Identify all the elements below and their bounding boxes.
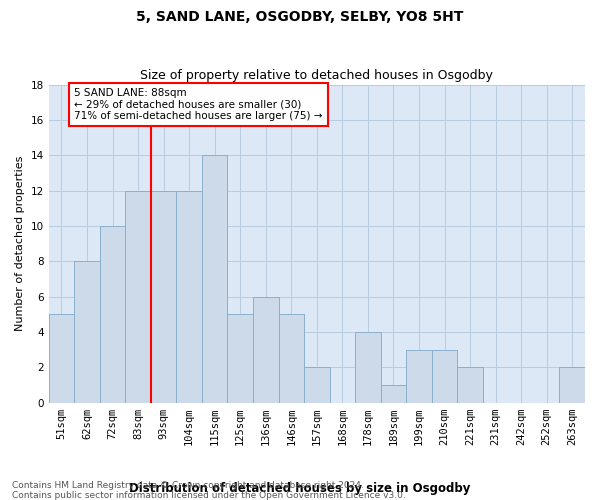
Bar [432, 350, 457, 403]
Bar [355, 332, 380, 402]
Bar [304, 368, 329, 402]
Title: Size of property relative to detached houses in Osgodby: Size of property relative to detached ho… [140, 69, 493, 82]
Bar [49, 314, 74, 402]
Y-axis label: Number of detached properties: Number of detached properties [15, 156, 25, 332]
Bar [227, 314, 253, 402]
Bar [278, 314, 304, 402]
Bar [202, 155, 227, 402]
Text: 5 SAND LANE: 88sqm
← 29% of detached houses are smaller (30)
71% of semi-detache: 5 SAND LANE: 88sqm ← 29% of detached hou… [74, 88, 323, 122]
Bar [151, 190, 176, 402]
Text: Distribution of detached houses by size in Osgodby: Distribution of detached houses by size … [130, 482, 470, 495]
Bar [125, 190, 151, 402]
Bar [457, 368, 483, 402]
Bar [380, 385, 406, 402]
Bar [406, 350, 432, 403]
Text: 5, SAND LANE, OSGODBY, SELBY, YO8 5HT: 5, SAND LANE, OSGODBY, SELBY, YO8 5HT [136, 10, 464, 24]
Bar [253, 296, 278, 403]
Text: Contains HM Land Registry data © Crown copyright and database right 2024.
Contai: Contains HM Land Registry data © Crown c… [12, 480, 406, 500]
Bar [74, 262, 100, 402]
Bar [100, 226, 125, 402]
Bar [176, 190, 202, 402]
Bar [559, 368, 585, 402]
